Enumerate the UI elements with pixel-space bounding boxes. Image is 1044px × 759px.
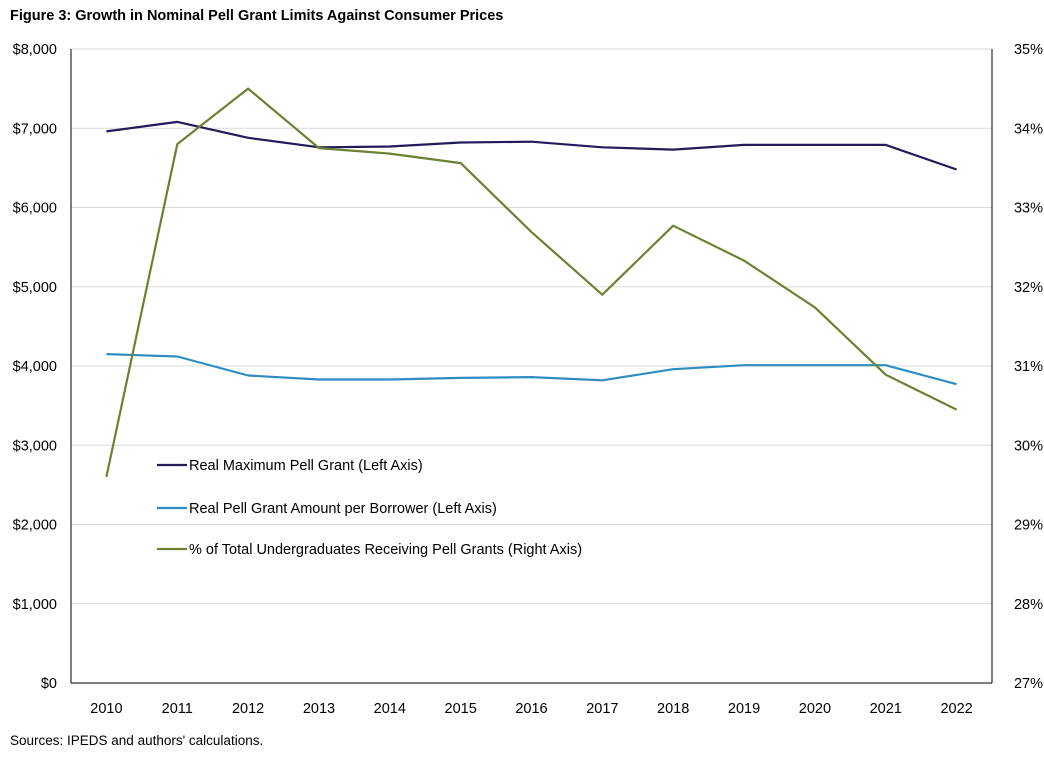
x-tick-label: 2020 [799,701,831,717]
x-tick-label: 2022 [940,701,972,717]
x-tick-label: 2015 [445,701,477,717]
right-tick-label: 33% [1014,201,1043,217]
x-tick-label: 2019 [728,701,760,717]
series-line-2 [106,353,957,386]
left-tick-label: $5,000 [13,280,57,296]
x-tick-label: 2017 [586,701,618,717]
x-tick-label: 2011 [162,701,193,717]
x-tick-label: 2021 [870,701,902,717]
x-tick-label: 2013 [303,701,335,717]
left-tick-label: $0 [41,676,57,692]
legend: Real Maximum Pell Grant (Left Axis) Real … [157,458,582,558]
right-tick-label: 35% [1014,42,1043,58]
left-tick-label: $8,000 [13,42,57,58]
chart-title: Figure 3: Growth in Nominal Pell Grant L… [10,8,504,24]
x-tick-label: 2014 [374,701,406,717]
gridlines [71,48,992,605]
right-tick-label: 31% [1014,359,1043,375]
right-tick-label: 30% [1014,438,1043,454]
source-note: Sources: IPEDS and authors' calculations… [10,733,264,748]
x-tick-label: 2016 [515,701,547,717]
left-tick-label: $7,000 [13,121,57,137]
legend-label: Real Pell Grant Amount per Borrower (Lef… [189,501,497,517]
axes: $0 $1,000 $2,000 $3,000 $4,000 $5,000 $6,000 $7… [13,42,1043,717]
right-tick-label: 34% [1014,121,1043,137]
x-tick-label: 2012 [232,701,264,717]
right-tick-label: 28% [1014,597,1043,613]
series-line-1 [106,120,957,171]
series-lines [105,87,958,478]
right-tick-label: 27% [1014,676,1043,692]
legend-label: Real Maximum Pell Grant (Left Axis) [189,458,423,474]
left-tick-label: $6,000 [13,201,57,217]
left-tick-label: $3,000 [13,438,57,454]
left-tick-label: $2,000 [13,518,57,534]
series-line-3 [105,87,958,478]
left-tick-label: $4,000 [13,359,57,375]
legend-label: % of Total Undergraduates Receiving Pell… [189,542,582,558]
right-tick-label: 29% [1014,518,1043,534]
x-tick-label: 2010 [90,701,122,717]
left-tick-label: $1,000 [13,597,57,613]
right-tick-label: 32% [1014,280,1043,296]
x-tick-label: 2018 [657,701,689,717]
